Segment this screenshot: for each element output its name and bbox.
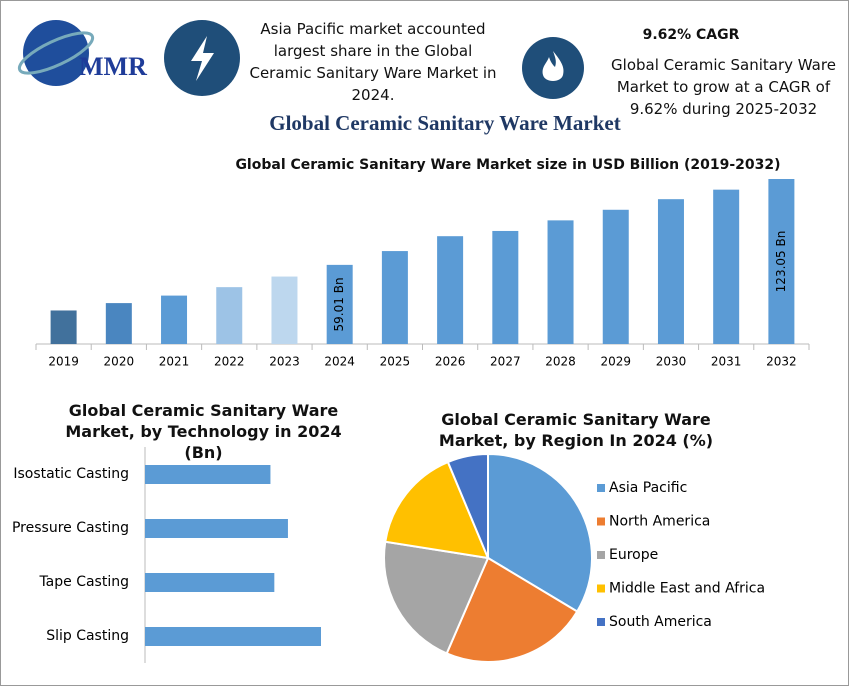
y-tick-label: Tape Casting — [38, 574, 129, 590]
bar — [437, 236, 464, 344]
legend-swatch — [597, 618, 605, 626]
x-tick-label: 2028 — [545, 355, 576, 369]
legend-swatch — [597, 551, 605, 559]
bar — [105, 303, 132, 344]
x-tick-label: 2030 — [656, 355, 687, 369]
legend-label: North America — [609, 514, 710, 530]
bar — [657, 199, 684, 344]
chart-title: Global Ceramic Sanitary Ware Market, by … — [65, 401, 342, 462]
logo-ring — [17, 31, 95, 75]
y-tick-label: Isostatic Casting — [13, 466, 129, 482]
legend-label: Asia Pacific — [609, 480, 687, 496]
main-title: Global Ceramic Sanitary Ware Market — [269, 111, 621, 135]
bar — [145, 573, 275, 592]
x-tick-label: 2029 — [600, 355, 631, 369]
right-note: Global Ceramic Sanitary Ware Market to g… — [611, 56, 836, 118]
x-tick-label: 2024 — [324, 355, 355, 369]
pie-slice — [384, 460, 490, 560]
pie-slice — [383, 540, 490, 655]
pie-slice — [487, 452, 593, 613]
legend-swatch — [597, 584, 605, 593]
flame-icon — [542, 51, 564, 81]
y-tick-label: Pressure Casting — [12, 520, 129, 536]
bar — [145, 465, 271, 484]
bar — [161, 295, 188, 344]
logo-text: MMR — [79, 52, 147, 81]
chart-title: Global Ceramic Sanitary Ware Market size… — [235, 157, 781, 173]
x-tick-label: 2019 — [48, 355, 79, 369]
left-note: Asia Pacific market accounted largest sh… — [249, 20, 497, 104]
x-tick-label: 2023 — [269, 355, 300, 369]
legend-label: Middle East and Africa — [609, 581, 765, 597]
value-label: 59.01 Bn — [332, 277, 346, 331]
x-tick-label: 2032 — [766, 355, 797, 369]
bar — [492, 230, 519, 344]
legend-label: Europe — [609, 547, 658, 563]
cagr: 9.62% CAGR — [642, 27, 740, 43]
bar — [145, 627, 321, 646]
bar — [768, 179, 795, 344]
logo-globe — [23, 20, 89, 86]
bar — [50, 310, 77, 344]
bar — [216, 287, 243, 344]
legend-swatch — [597, 484, 605, 492]
x-tick-label: 2021 — [159, 355, 190, 369]
pie-slice — [446, 452, 489, 559]
pie-slice — [445, 556, 579, 663]
x-tick-label: 2020 — [104, 355, 135, 369]
y-tick-label: Slip Casting — [46, 628, 129, 644]
x-tick-label: 2031 — [711, 355, 742, 369]
x-tick-label: 2026 — [435, 355, 466, 369]
bar — [547, 220, 574, 344]
bar — [271, 276, 298, 344]
legend-label: South America — [609, 614, 712, 630]
bar — [381, 251, 408, 344]
bar — [326, 264, 353, 344]
bar — [145, 519, 288, 538]
chart-title: Global Ceramic Sanitary Ware Market, by … — [438, 410, 714, 450]
value-label: 123.05 Bn — [774, 231, 788, 293]
legend-swatch — [597, 517, 605, 526]
bar — [602, 209, 629, 344]
x-tick-label: 2027 — [490, 355, 521, 369]
x-tick-label: 2025 — [380, 355, 411, 369]
bar — [713, 189, 740, 344]
bolt-icon — [191, 36, 214, 81]
x-tick-label: 2022 — [214, 355, 245, 369]
